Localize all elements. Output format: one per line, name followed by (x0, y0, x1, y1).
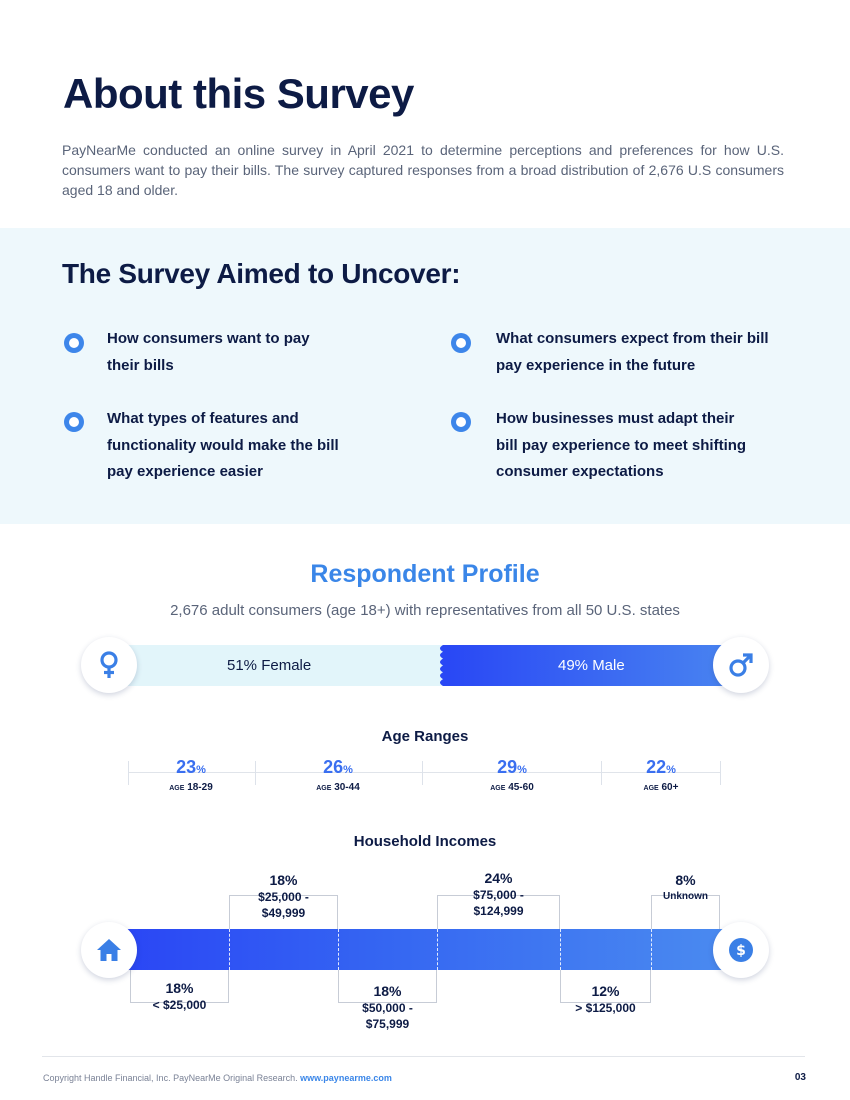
age-group: 29% AGE 45-60 (462, 756, 562, 793)
footer-text: Copyright Handle Financial, Inc. PayNear… (43, 1073, 392, 1083)
age-tick (422, 761, 423, 785)
age-ranges-title: Age Ranges (381, 728, 469, 745)
income-label: 18% $25,000 - $49,999 (258, 872, 309, 920)
female-label: 51% Female (227, 657, 312, 674)
income-bracket (651, 895, 720, 929)
income-divider (560, 929, 561, 970)
age-group: 23% AGE 18-29 (141, 756, 241, 793)
income-divider (651, 929, 652, 970)
page-number: 03 (794, 1072, 806, 1083)
aim-item: How businesses must adapt their bill pay… (496, 406, 746, 486)
aim-line: pay experience easier (107, 463, 263, 480)
female-symbol-circle (81, 637, 137, 693)
bullet-icon (451, 333, 471, 353)
age-group: 26% AGE 30-44 (288, 756, 388, 793)
aim-line: What types of features and (107, 410, 299, 427)
age-percent: 22% (646, 757, 676, 777)
income-label: 8% Unknown (663, 872, 708, 902)
aim-line: bill pay experience to meet shifting (496, 436, 747, 454)
income-bracket (437, 895, 560, 929)
income-label: 12% > $125,000 (575, 983, 636, 1015)
income-bracket (229, 895, 338, 929)
income-bracket (560, 970, 651, 1003)
home-icon (97, 939, 121, 961)
age-percent: 29% (497, 757, 527, 777)
male-symbol-icon (729, 653, 753, 677)
age-axis-line (128, 772, 720, 773)
income-bracket (130, 970, 229, 1003)
male-symbol-circle (713, 637, 769, 693)
age-tick (128, 761, 129, 785)
bullet-icon (64, 333, 84, 353)
page-title: About this Survey (63, 70, 414, 117)
aim-line: their bills (107, 356, 174, 374)
respondent-profile-title: Respondent Profile (310, 560, 540, 588)
dollar-circle: $ (713, 922, 769, 978)
website-link[interactable]: www.paynearme.com (300, 1073, 392, 1083)
intro-paragraph: PayNearMe conducted an online survey in … (62, 142, 784, 198)
female-share-bar (108, 645, 448, 686)
income-bracket (338, 970, 437, 1003)
age-group: 22% AGE 60+ (611, 756, 711, 793)
aim-item: What types of features and functionality… (107, 406, 339, 486)
bullet-icon (451, 412, 471, 432)
income-divider (229, 929, 230, 970)
aim-line: functionality would make the bill (107, 436, 339, 454)
aim-item: How consumers want to pay their bills (107, 326, 310, 379)
age-percent: 23% (176, 757, 206, 777)
aim-item: What consumers expect from their bill pa… (496, 326, 769, 379)
income-label: 18% < $25,000 (152, 980, 207, 1012)
age-percent: 26% (323, 757, 353, 777)
age-range-label: AGE 30-44 (316, 782, 360, 793)
age-range-label: AGE 18-29 (169, 782, 213, 793)
female-symbol-icon (100, 651, 118, 678)
footer-divider (42, 1056, 805, 1057)
svg-text:$: $ (736, 943, 746, 959)
bullet-icon (64, 412, 84, 432)
male-share-bar (443, 645, 743, 686)
home-circle (81, 922, 137, 978)
aims-title: The Survey Aimed to Uncover: (62, 258, 461, 289)
income-label: 24% $75,000 - $124,999 (473, 870, 524, 918)
aim-line: How businesses must adapt their (496, 410, 735, 427)
income-bar (112, 929, 724, 970)
age-tick (255, 761, 256, 785)
aim-line: What consumers expect from their bill (496, 330, 769, 347)
income-divider (437, 929, 438, 970)
age-tick (601, 761, 602, 785)
income-label: 18% $50,000 - $75,999 (362, 983, 413, 1031)
male-label: 49% Male (558, 657, 625, 674)
survey-aims-panel: The Survey Aimed to Uncover: How consume… (0, 228, 850, 524)
respondent-profile-subtitle: 2,676 adult consumers (age 18+) with rep… (170, 602, 680, 619)
aim-line: consumer expectations (496, 463, 664, 480)
household-incomes-title: Household Incomes (353, 833, 497, 850)
aim-line: pay experience in the future (496, 356, 696, 374)
copyright-text: Copyright Handle Financial, Inc. PayNear… (43, 1073, 298, 1083)
age-range-label: AGE 45-60 (490, 782, 534, 793)
bar-divider (440, 645, 450, 686)
age-range-label: AGE 60+ (643, 782, 679, 793)
age-tick (720, 761, 721, 785)
income-divider (338, 929, 339, 970)
aim-line: How consumers want to pay (107, 330, 310, 347)
dollar-icon: $ (729, 938, 753, 962)
